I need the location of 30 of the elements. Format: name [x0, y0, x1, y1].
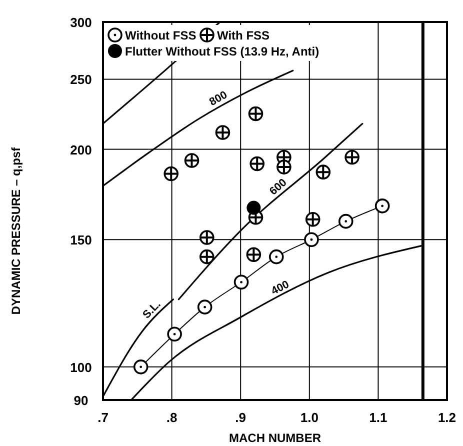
y-tick-label: 300 [70, 15, 92, 30]
x-tick-label: 1.1 [369, 410, 388, 425]
x-axis-title: MACH NUMBER [229, 431, 322, 445]
text: 600 [267, 176, 290, 198]
x-tick-label: .8 [166, 410, 178, 425]
x-tick-label: .9 [235, 410, 246, 425]
point [197, 300, 212, 314]
text: 400 [269, 278, 292, 298]
legend-label: With FSS [217, 28, 270, 42]
y-axis-title: DYNAMIC PRESSURE – q,psf [9, 146, 23, 315]
legend-label: Without FSS [125, 28, 196, 42]
point [167, 326, 182, 342]
point [246, 200, 261, 215]
x-tick-label: 1.0 [300, 410, 318, 425]
y-tick-label: 90 [74, 393, 88, 408]
y-tick-label: 200 [70, 142, 92, 158]
point [133, 360, 148, 374]
text: 800 [208, 89, 230, 108]
point [338, 214, 354, 229]
y-tick-label: 150 [70, 232, 92, 248]
y-tick-label: 250 [70, 72, 92, 88]
point [234, 274, 249, 290]
point [304, 232, 319, 248]
text: S.L. [140, 298, 164, 322]
point [268, 249, 284, 264]
legend-label: Flutter Without FSS (13.9 Hz, Anti) [125, 44, 320, 58]
x-tick-label: 1.2 [438, 410, 456, 425]
y-tick-label: 100 [70, 360, 92, 375]
x-tick-label: .7 [98, 410, 108, 425]
point [374, 198, 390, 214]
